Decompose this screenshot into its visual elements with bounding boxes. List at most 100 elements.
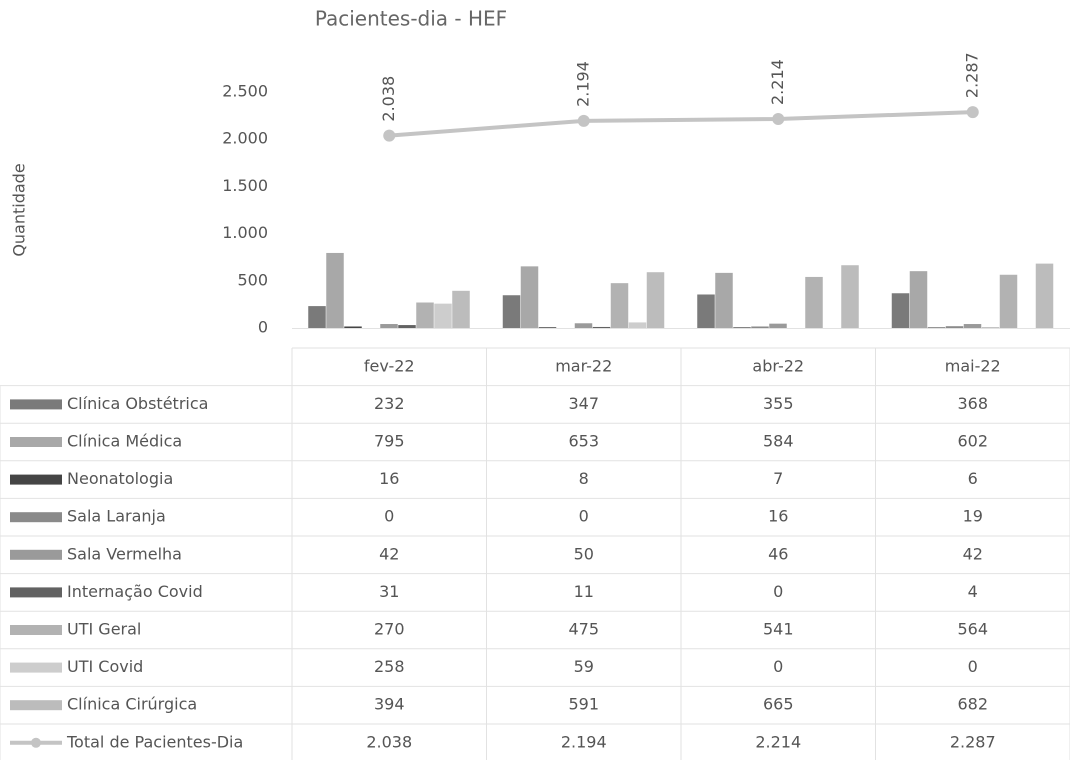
legend-label: Internação Covid bbox=[67, 582, 203, 601]
legend-label: UTI Covid bbox=[67, 657, 143, 676]
bar bbox=[344, 326, 362, 328]
table-cell: 368 bbox=[957, 394, 988, 413]
table-cell: 50 bbox=[574, 544, 594, 563]
line-marker bbox=[772, 112, 785, 125]
line-marker bbox=[577, 114, 590, 127]
bar bbox=[452, 290, 470, 328]
table-cell: 42 bbox=[379, 544, 399, 563]
legend-swatch bbox=[10, 512, 62, 523]
table-cell: 7 bbox=[773, 469, 783, 488]
data-label: 2.214 bbox=[768, 59, 787, 105]
y-tick-label: 1.500 bbox=[222, 176, 268, 195]
table-cell: 19 bbox=[963, 507, 983, 526]
y-tick-label: 0 bbox=[258, 318, 268, 337]
bar bbox=[502, 295, 521, 328]
x-tick-label: abr-22 bbox=[752, 356, 804, 375]
bar bbox=[945, 326, 964, 328]
legend-swatch bbox=[10, 625, 62, 635]
table-cell: 2.214 bbox=[755, 732, 801, 751]
legend-label: Sala Vermelha bbox=[67, 544, 182, 563]
legend-swatch bbox=[10, 549, 62, 560]
table-cell: 682 bbox=[957, 695, 988, 714]
y-tick-label: 2.000 bbox=[222, 129, 268, 148]
bar bbox=[610, 283, 629, 328]
table-cell: 31 bbox=[379, 582, 399, 601]
bar bbox=[891, 293, 910, 328]
table-cell: 2.287 bbox=[950, 732, 996, 751]
table-cell: 591 bbox=[568, 695, 599, 714]
table-cell: 11 bbox=[574, 582, 594, 601]
table-cell: 16 bbox=[379, 469, 399, 488]
bar bbox=[999, 274, 1018, 328]
legend-label: Sala Laranja bbox=[67, 507, 166, 526]
table-cell: 46 bbox=[768, 544, 788, 563]
bar bbox=[538, 327, 557, 328]
bar bbox=[733, 327, 751, 328]
table-cell: 602 bbox=[957, 432, 988, 451]
bar bbox=[520, 266, 539, 328]
legend-label: Neonatologia bbox=[67, 469, 173, 488]
bar bbox=[326, 252, 344, 328]
table-cell: 258 bbox=[374, 657, 405, 676]
table-cell: 394 bbox=[374, 695, 405, 714]
bar bbox=[628, 322, 647, 328]
table-cell: 42 bbox=[963, 544, 983, 563]
bar bbox=[380, 324, 398, 328]
legend-swatch-marker bbox=[31, 737, 41, 748]
legend-label: Total de Pacientes-Dia bbox=[66, 732, 243, 751]
table-cell: 59 bbox=[574, 657, 594, 676]
data-label: 2.038 bbox=[379, 76, 398, 122]
bar bbox=[416, 302, 434, 328]
bar bbox=[769, 323, 787, 328]
data-label: 2.194 bbox=[573, 61, 592, 107]
legend-swatch bbox=[10, 662, 62, 673]
bar bbox=[1035, 263, 1054, 328]
table-cell: 584 bbox=[763, 432, 794, 451]
table-cell: 475 bbox=[568, 620, 599, 639]
legend-swatch bbox=[10, 474, 62, 485]
table-cell: 653 bbox=[568, 432, 599, 451]
data-label: 2.287 bbox=[962, 52, 981, 98]
table-cell: 347 bbox=[568, 394, 599, 413]
table-cell: 232 bbox=[374, 394, 405, 413]
table-cell: 0 bbox=[773, 582, 783, 601]
legend-label: UTI Geral bbox=[67, 620, 141, 639]
y-tick-label: 1.000 bbox=[222, 223, 268, 242]
table-cell: 8 bbox=[579, 469, 589, 488]
table-cell: 2.038 bbox=[366, 732, 412, 751]
bar bbox=[308, 306, 326, 328]
table-cell: 541 bbox=[763, 620, 794, 639]
table-cell: 16 bbox=[768, 507, 788, 526]
legend-swatch bbox=[10, 437, 62, 447]
table-cell: 0 bbox=[384, 507, 394, 526]
bar bbox=[963, 324, 982, 328]
legend-label: Clínica Cirúrgica bbox=[67, 695, 197, 714]
table-cell: 0 bbox=[968, 657, 978, 676]
table-cell: 270 bbox=[374, 620, 405, 639]
legend-label: Clínica Obstétrica bbox=[67, 394, 208, 413]
bar bbox=[434, 303, 452, 328]
table-cell: 6 bbox=[968, 469, 978, 488]
bar bbox=[805, 276, 823, 328]
bar bbox=[927, 327, 946, 328]
table-cell: 564 bbox=[957, 620, 988, 639]
table-cell: 0 bbox=[773, 657, 783, 676]
y-tick-label: 500 bbox=[237, 270, 268, 289]
line-marker bbox=[383, 129, 396, 142]
x-tick-label: mai-22 bbox=[945, 356, 1001, 375]
chart-title: Pacientes-dia - HEF bbox=[315, 7, 507, 31]
table-cell: 0 bbox=[579, 507, 589, 526]
bar bbox=[751, 326, 769, 328]
bar bbox=[841, 265, 859, 328]
table-cell: 355 bbox=[763, 394, 794, 413]
bar bbox=[592, 326, 611, 328]
x-tick-label: fev-22 bbox=[364, 356, 415, 375]
line bbox=[389, 110, 973, 138]
line-marker bbox=[966, 106, 979, 119]
x-tick-label: mar-22 bbox=[555, 356, 612, 375]
legend-swatch bbox=[10, 700, 62, 711]
table-cell: 795 bbox=[374, 432, 405, 451]
legend-swatch bbox=[10, 399, 62, 410]
bar bbox=[715, 272, 733, 328]
